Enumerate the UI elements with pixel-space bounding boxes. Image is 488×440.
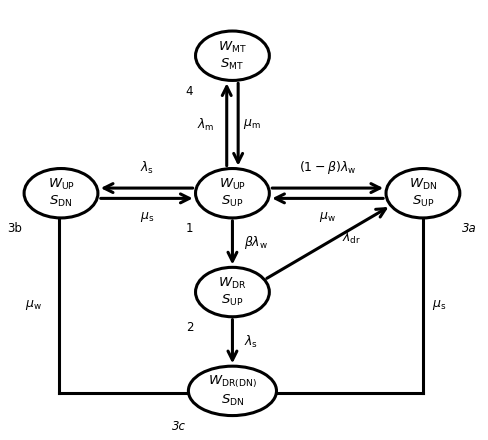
Text: $\lambda_\mathrm{m}$: $\lambda_\mathrm{m}$ [197,117,214,132]
Text: $\beta\lambda_\mathrm{w}$: $\beta\lambda_\mathrm{w}$ [244,234,268,251]
Text: 4: 4 [185,85,193,98]
Text: 3b: 3b [7,222,21,235]
Text: $W_{\mathrm{DR}}$
$S_{\mathrm{UP}}$: $W_{\mathrm{DR}}$ $S_{\mathrm{UP}}$ [218,276,246,308]
Text: $\mu_\mathrm{w}$: $\mu_\mathrm{w}$ [319,210,335,224]
Text: $\mu_\mathrm{m}$: $\mu_\mathrm{m}$ [243,117,260,132]
Text: $\lambda_\mathrm{s}$: $\lambda_\mathrm{s}$ [244,334,258,349]
Ellipse shape [385,169,459,218]
Text: $W_{\mathrm{DR(DN)}}$
$S_{\mathrm{DN}}$: $W_{\mathrm{DR(DN)}}$ $S_{\mathrm{DN}}$ [207,374,257,408]
Text: 3c: 3c [172,420,185,433]
Text: 1: 1 [185,222,193,235]
Text: $\lambda_\mathrm{s}$: $\lambda_\mathrm{s}$ [140,160,154,176]
Text: $W_{\mathrm{UP}}$
$S_{\mathrm{UP}}$: $W_{\mathrm{UP}}$ $S_{\mathrm{UP}}$ [219,177,245,209]
Text: $W_{\mathrm{UP}}$
$S_{\mathrm{DN}}$: $W_{\mathrm{UP}}$ $S_{\mathrm{DN}}$ [47,177,74,209]
Text: $W_{\mathrm{MT}}$
$S_{\mathrm{MT}}$: $W_{\mathrm{MT}}$ $S_{\mathrm{MT}}$ [218,40,246,72]
Text: $\lambda_\mathrm{dr}$: $\lambda_\mathrm{dr}$ [341,230,360,246]
Text: $\mu_\mathrm{s}$: $\mu_\mathrm{s}$ [139,210,154,224]
Ellipse shape [24,169,98,218]
Text: $\mu_\mathrm{w}$: $\mu_\mathrm{w}$ [25,298,42,312]
Ellipse shape [188,366,276,416]
Ellipse shape [195,268,269,317]
Text: $\mu_\mathrm{s}$: $\mu_\mathrm{s}$ [431,298,446,312]
Text: 2: 2 [185,321,193,334]
Ellipse shape [195,31,269,81]
Text: $W_{\mathrm{DN}}$
$S_{\mathrm{UP}}$: $W_{\mathrm{DN}}$ $S_{\mathrm{UP}}$ [408,177,436,209]
Ellipse shape [195,169,269,218]
Text: 3a: 3a [461,222,476,235]
Text: $(1-\beta)\lambda_\mathrm{w}$: $(1-\beta)\lambda_\mathrm{w}$ [299,159,356,176]
